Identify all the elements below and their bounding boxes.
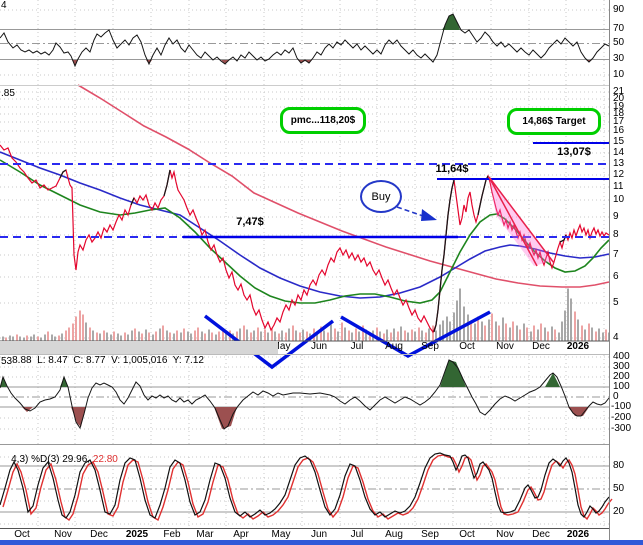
axis-tick-label: -300: [611, 423, 632, 434]
axis-tick-label: 9: [613, 211, 619, 222]
month-label: Dec: [90, 529, 108, 540]
indicator-label: 53: [1, 356, 12, 368]
month-label: Jun: [310, 341, 328, 352]
stochastic-indicator-label: 4,3) %D(3) 29.96, 22.80: [0, 443, 118, 476]
axis-tick-label: 14: [613, 147, 625, 158]
month-label: May: [271, 341, 291, 352]
axis-tick-label: 16: [613, 125, 625, 136]
stochastic-label-black: 4,3) %D(3) 29.96,: [11, 454, 93, 465]
month-label: Aug: [385, 341, 403, 352]
month-label: Dec: [532, 341, 550, 352]
axis-tick-label: 30: [613, 53, 625, 64]
axis-tick-label: 21: [613, 86, 625, 97]
axis-tick-label: 7: [613, 249, 619, 260]
axis-tick-label: 50: [613, 37, 625, 48]
axis-tick-label: 10: [613, 194, 625, 205]
price-level-label: 11,64$: [435, 163, 469, 175]
month-label: Sep: [421, 341, 439, 352]
axis-tick-label: 70: [613, 23, 625, 34]
price-target-annotation[interactable]: 14,86$ Target: [507, 108, 601, 135]
month-label: Oct: [459, 341, 475, 352]
buy-annotation[interactable]: Buy: [360, 180, 402, 213]
axis-tick-label: 18: [613, 108, 625, 119]
indicator-label: .85: [1, 88, 15, 99]
indicator-label: 4: [1, 0, 7, 11]
month-label: May: [271, 529, 291, 540]
axis-tick-label: 200: [613, 371, 630, 382]
month-label: Sep: [421, 529, 439, 540]
month-label: 2026: [566, 341, 590, 352]
buy-annotation-text: Buy: [371, 190, 391, 203]
axis-tick-label: 80: [613, 460, 625, 471]
month-label: Nov: [496, 341, 514, 352]
month-label: Jul: [350, 529, 364, 540]
axis-tick-label: 19: [613, 101, 625, 112]
axis-tick-label: 400: [613, 351, 630, 362]
month-label: Nov: [496, 529, 514, 540]
month-label: Feb: [163, 529, 181, 540]
month-label: Aug: [385, 529, 403, 540]
axis-tick-label: 13: [613, 158, 625, 169]
pmc-target-annotation[interactable]: pmc...118,20$: [280, 107, 366, 134]
axis-tick-label: 20: [613, 93, 625, 104]
month-label: Jul: [350, 341, 364, 352]
axis-tick-label: 10: [613, 69, 625, 80]
target-annotation-text: 14,86$ Target: [522, 116, 586, 127]
month-label: Oct: [14, 529, 30, 540]
axis-tick-label: 15: [613, 136, 625, 147]
pmc-annotation-text: pmc...118,20$: [290, 115, 356, 126]
stochastic-label-red-value: 22.80: [92, 454, 118, 465]
price-level-label: 7,47$: [236, 216, 264, 228]
month-label: Nov: [54, 529, 72, 540]
month-label: Mar: [196, 529, 214, 540]
month-label: 2026: [566, 529, 590, 540]
axis-tick-label: 8: [613, 229, 619, 240]
ohlc-status-bar: 8.88 L: 8.47 C: 8.77 V: 1,005,016 Y: 7.1…: [0, 341, 278, 366]
axis-tick-label: 5: [613, 297, 619, 308]
axis-tick-label: -200: [611, 412, 632, 423]
axis-tick-label: 90: [613, 4, 625, 15]
axis-tick-label: 4: [613, 332, 619, 343]
axis-tick-label: 300: [613, 361, 630, 372]
price-level-label: 13,07$: [557, 146, 591, 158]
axis-tick-label: 0: [613, 391, 619, 402]
ohlc-status-text: 8.88 L: 8.47 C: 8.77 V: 1,005,016 Y: 7.1…: [12, 355, 204, 366]
month-label: Apr: [233, 529, 249, 540]
month-label: Oct: [459, 529, 475, 540]
month-label: 2025: [125, 529, 149, 540]
month-label: Dec: [532, 529, 550, 540]
axis-tick-label: 17: [613, 116, 625, 127]
axis-tick-label: 11: [613, 181, 624, 192]
axis-tick-label: 12: [613, 169, 625, 180]
axis-tick-label: 6: [613, 271, 619, 282]
axis-tick-label: 100: [613, 381, 630, 392]
axis-tick-label: -100: [611, 401, 632, 412]
month-label: Jun: [310, 529, 328, 540]
axis-tick-label: 50: [613, 483, 625, 494]
window-border-bottom: [0, 540, 643, 545]
axis-tick-label: 20: [613, 506, 625, 517]
